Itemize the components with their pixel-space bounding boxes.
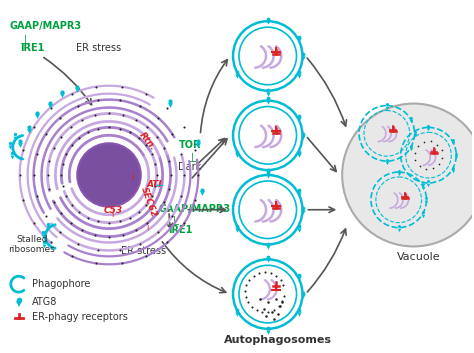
Text: ⊥: ⊥ (169, 215, 180, 228)
Text: ER stress: ER stress (76, 43, 121, 53)
Text: Stalled
ribosomes: Stalled ribosomes (8, 234, 55, 254)
Text: ATG8: ATG8 (32, 297, 57, 307)
Text: ⊥: ⊥ (186, 152, 197, 164)
Text: i: i (147, 223, 149, 232)
Text: Vacuole: Vacuole (397, 252, 440, 262)
Text: ←: ← (155, 181, 164, 191)
Text: i: i (131, 172, 134, 182)
Circle shape (342, 103, 474, 246)
Text: i: i (111, 210, 113, 219)
Text: Rtn.: Rtn. (137, 130, 157, 152)
Text: Phagophore: Phagophore (32, 279, 90, 289)
Text: Dark: Dark (179, 162, 202, 172)
Text: GAAP/MAPR3: GAAP/MAPR3 (10, 21, 82, 31)
Text: SEC62: SEC62 (139, 186, 158, 219)
Text: GAAP/MAPR3: GAAP/MAPR3 (159, 204, 231, 214)
Text: ⊥: ⊥ (20, 34, 31, 47)
Text: ATI: ATI (147, 180, 162, 189)
Text: ER-phagy receptors: ER-phagy receptors (32, 312, 128, 322)
Text: IRE1: IRE1 (169, 225, 193, 234)
Circle shape (77, 143, 141, 207)
Text: C53: C53 (104, 206, 123, 215)
Text: Autophagosomes: Autophagosomes (224, 335, 332, 345)
Text: IRE1: IRE1 (20, 43, 44, 53)
Text: TOR: TOR (179, 140, 201, 150)
Text: ER stress: ER stress (121, 246, 166, 256)
